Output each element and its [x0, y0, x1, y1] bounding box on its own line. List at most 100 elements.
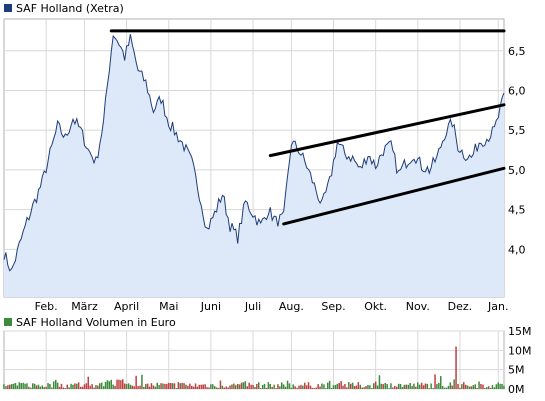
volume-bar: [411, 386, 413, 389]
volume-bar: [252, 384, 254, 389]
volume-bar: [100, 382, 103, 389]
volume-bar: [417, 382, 419, 389]
volume-bar: [55, 379, 57, 389]
volume-bar: [204, 384, 206, 389]
volume-bar: [210, 384, 212, 389]
volume-bar: [58, 386, 61, 389]
price-y-tick-label: 5,5: [508, 124, 526, 137]
volume-bar: [74, 383, 76, 389]
volume-bar: [390, 383, 392, 389]
volume-bar: [348, 382, 350, 389]
volume-bar: [250, 384, 252, 389]
volume-y-tick-label: 0M: [508, 383, 525, 396]
volume-bar: [179, 383, 181, 389]
volume-bar: [420, 382, 423, 389]
price-y-tick-label: 4,0: [508, 243, 526, 256]
volume-bar: [449, 382, 452, 389]
volume-bar: [384, 383, 386, 389]
volume-bar: [24, 383, 26, 389]
volume-bar: [104, 381, 107, 389]
volume-bars: [3, 346, 505, 389]
volume-y-axis: 0M 5M 10M 15M: [508, 325, 532, 396]
volume-bar: [18, 382, 21, 389]
volume-bar: [403, 384, 406, 389]
volume-bar: [305, 385, 308, 389]
volume-bar: [315, 387, 317, 389]
volume-bar: [177, 382, 180, 389]
volume-bar: [37, 384, 40, 389]
volume-bar: [235, 385, 237, 389]
volume-bar: [267, 382, 270, 389]
volume-bar: [338, 382, 340, 389]
volume-bar: [123, 383, 126, 389]
volume-bar: [171, 383, 174, 389]
volume-bar: [415, 386, 417, 389]
volume-bar: [328, 380, 331, 389]
trendlines: [109, 29, 506, 226]
volume-bar: [386, 384, 388, 389]
volume-bar: [32, 383, 34, 389]
volume-bar: [56, 382, 59, 389]
volume-bar: [346, 387, 348, 389]
volume-bar: [493, 387, 496, 389]
volume-bar: [332, 385, 335, 389]
volume-bar: [321, 383, 323, 389]
volume-bar: [259, 388, 262, 389]
volume-bar: [192, 386, 195, 389]
volume-bar: [47, 383, 49, 389]
volume-bar: [248, 382, 250, 389]
volume-panel: SAF Holland Volumen in Euro 0M 5M 10M 15M: [3, 316, 532, 396]
volume-bar: [127, 383, 130, 389]
volume-bar: [486, 387, 488, 389]
volume-bar: [93, 387, 95, 389]
volume-bar: [378, 375, 381, 389]
volume-bar: [99, 383, 101, 389]
volume-y-tick-label: 5M: [508, 364, 525, 377]
volume-bar: [373, 383, 375, 389]
volume-bar: [271, 386, 273, 389]
volume-bar: [120, 380, 122, 389]
volume-bar: [495, 384, 498, 389]
volume-bar: [169, 383, 172, 389]
volume-bar: [133, 386, 135, 389]
volume-bar: [152, 385, 155, 389]
volume-bar: [141, 374, 143, 389]
volume-bar: [401, 387, 404, 389]
volume-bar: [215, 387, 218, 389]
volume-bar: [336, 383, 339, 389]
volume-bar: [457, 384, 459, 389]
volume-bar: [426, 383, 429, 389]
volume-bar: [497, 382, 499, 389]
volume-bar: [443, 387, 446, 389]
volume-bar: [28, 386, 30, 389]
volume-bar: [470, 386, 473, 389]
volume-bar: [392, 387, 394, 389]
volume-bar: [277, 384, 279, 389]
volume-bar: [9, 384, 11, 389]
volume-bar: [68, 387, 70, 389]
volume-bar: [145, 384, 147, 389]
volume-bar: [351, 382, 354, 389]
volume-bar: [323, 384, 325, 389]
volume-bar: [355, 385, 358, 389]
volume-bar: [3, 384, 5, 389]
volume-bar: [313, 388, 316, 389]
volume-bar: [116, 379, 118, 389]
volume-bar: [344, 384, 346, 389]
x-axis-months: Feb. März April Mai Juni Juli Aug. Sep. Okt. Nov.…: [35, 300, 509, 313]
volume-bar: [118, 379, 120, 389]
volume-bar: [139, 385, 141, 389]
month-label: Nov.: [406, 300, 430, 313]
volume-bar: [223, 387, 225, 389]
volume-bar: [66, 384, 68, 389]
volume-bar: [319, 386, 321, 389]
volume-bar: [233, 383, 235, 389]
volume-bar: [244, 381, 247, 389]
volume-bar: [256, 384, 258, 389]
volume-bar: [77, 382, 80, 389]
volume-bar: [181, 382, 183, 389]
volume-bar: [399, 384, 402, 389]
volume-y-tick-label: 15M: [508, 325, 532, 338]
volume-y-tick-label: 10M: [508, 344, 532, 357]
volume-bar: [45, 386, 47, 389]
